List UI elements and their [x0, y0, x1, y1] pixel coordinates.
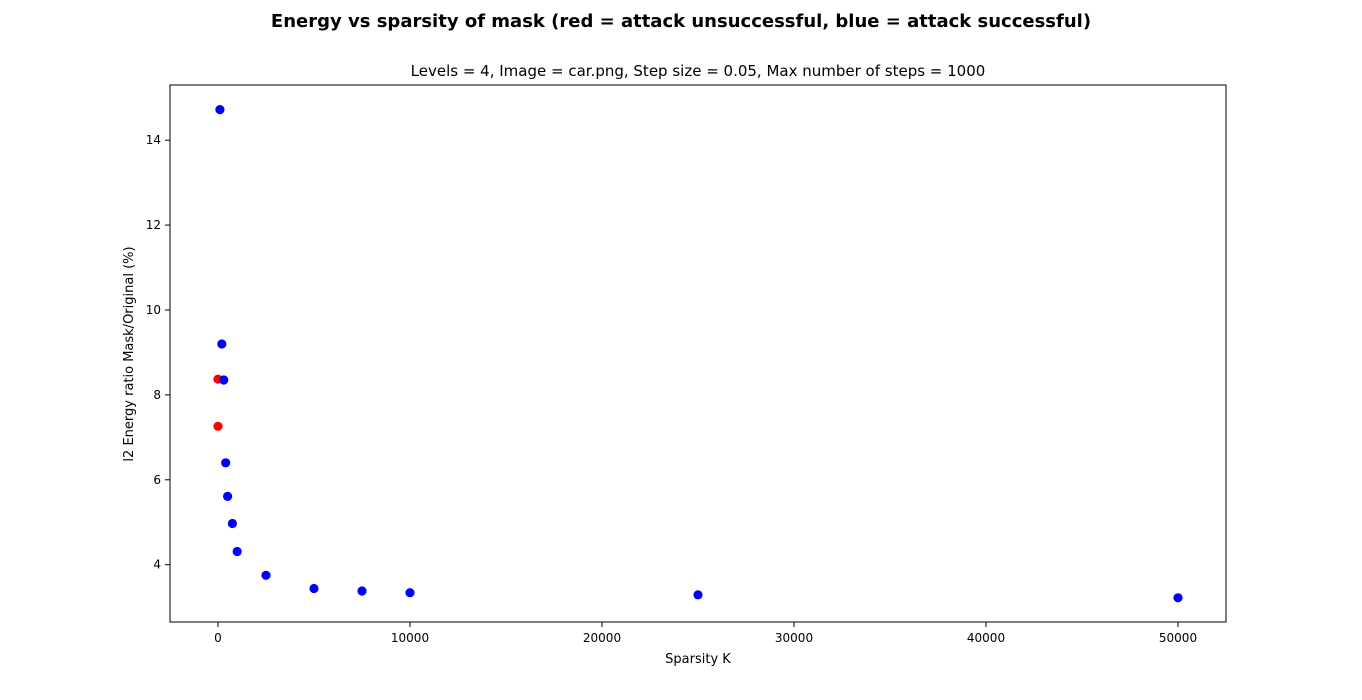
successful-attack-point	[219, 375, 229, 385]
y-tick-label: 4	[153, 558, 161, 572]
successful-attack-point	[221, 458, 231, 468]
x-tick-label: 20000	[583, 631, 621, 645]
successful-attack-point	[215, 105, 225, 115]
y-tick-label: 10	[146, 303, 161, 317]
successful-attack-point	[232, 546, 242, 557]
x-axis-label: Sparsity K	[665, 652, 731, 667]
plot-title: Levels = 4, Image = car.png, Step size =…	[411, 62, 986, 80]
successful-attack-point	[1173, 593, 1183, 603]
y-tick-label: 6	[153, 473, 161, 487]
y-tick-label: 12	[146, 218, 161, 232]
successful-attack-point	[227, 518, 237, 529]
y-axis-label: l2 Energy ratio Mask/Original (%)	[122, 246, 137, 461]
x-tick-label: 10000	[391, 631, 429, 645]
successful-attack-point	[223, 491, 233, 501]
successful-attack-point	[309, 583, 319, 594]
axes-frame	[169, 84, 1227, 623]
x-tick-label: 30000	[775, 631, 813, 645]
data-points	[213, 105, 1183, 603]
x-axis-ticks: 0 10000 20000 30000 40000 50000	[214, 622, 1197, 645]
unsuccessful-attack-point	[213, 421, 223, 431]
successful-attack-point	[261, 570, 271, 580]
successful-attack-point	[405, 588, 415, 598]
figure-title: Energy vs sparsity of mask (red = attack…	[270, 11, 1092, 32]
x-tick-label: 40000	[967, 631, 1005, 645]
y-axis-ticks: 4 6 8 10 12 14	[146, 133, 170, 572]
x-tick-label: 50000	[1159, 631, 1197, 645]
x-tick-label: 0	[214, 631, 222, 645]
successful-attack-point	[217, 339, 227, 349]
y-tick-label: 14	[146, 133, 161, 147]
successful-attack-point	[357, 586, 367, 596]
y-tick-label: 8	[153, 388, 161, 402]
successful-attack-point	[693, 590, 703, 600]
